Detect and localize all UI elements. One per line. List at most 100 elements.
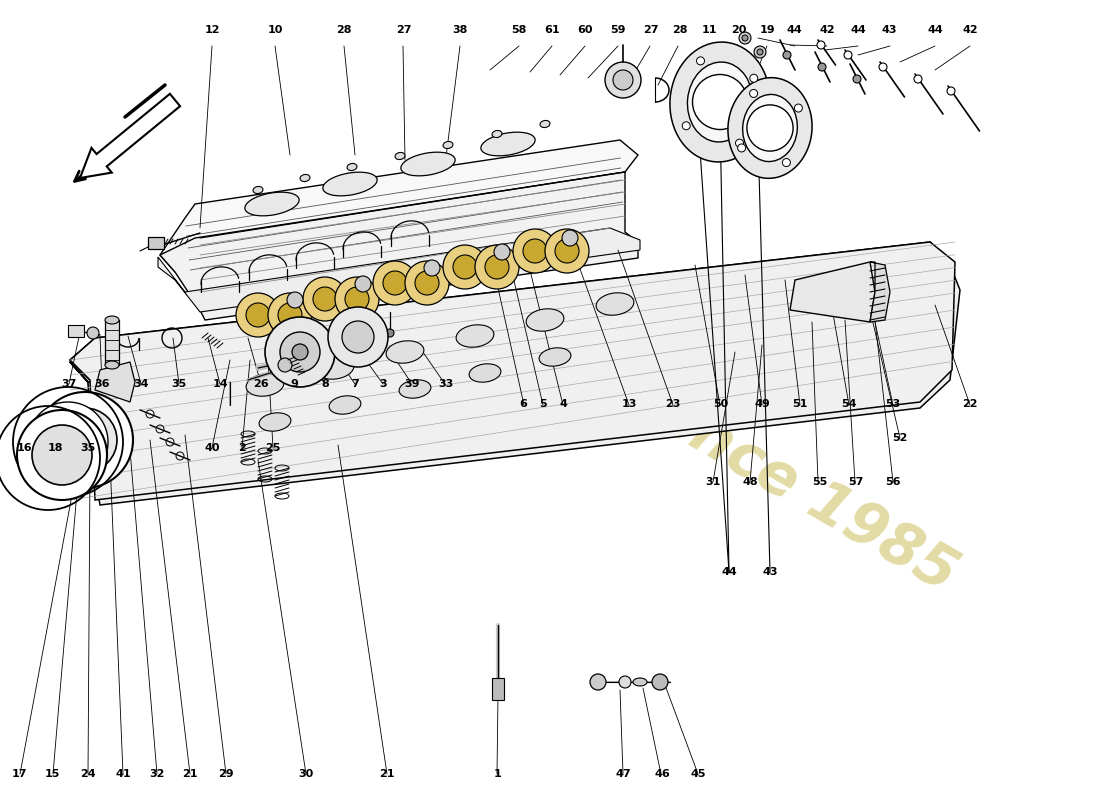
Text: 35: 35 bbox=[80, 443, 96, 453]
Circle shape bbox=[757, 49, 763, 55]
Circle shape bbox=[386, 329, 394, 337]
Text: 40: 40 bbox=[205, 443, 220, 453]
Ellipse shape bbox=[316, 357, 354, 379]
Text: 21: 21 bbox=[183, 769, 198, 778]
Text: 18: 18 bbox=[47, 443, 63, 453]
Circle shape bbox=[424, 260, 440, 276]
Circle shape bbox=[373, 261, 417, 305]
Circle shape bbox=[287, 292, 303, 308]
Circle shape bbox=[53, 408, 117, 472]
Text: 44: 44 bbox=[927, 25, 943, 34]
Circle shape bbox=[783, 51, 791, 59]
Circle shape bbox=[494, 244, 510, 260]
Text: 49: 49 bbox=[755, 399, 770, 409]
Text: 17: 17 bbox=[12, 769, 28, 778]
Circle shape bbox=[280, 332, 320, 372]
Ellipse shape bbox=[742, 94, 797, 162]
Ellipse shape bbox=[456, 325, 494, 347]
Ellipse shape bbox=[688, 62, 752, 142]
Circle shape bbox=[852, 75, 861, 83]
Text: 47: 47 bbox=[616, 769, 631, 778]
Text: 6: 6 bbox=[519, 399, 528, 409]
Polygon shape bbox=[70, 265, 950, 430]
Polygon shape bbox=[160, 140, 638, 272]
Text: 26: 26 bbox=[253, 379, 268, 389]
Ellipse shape bbox=[632, 678, 647, 686]
Text: 4: 4 bbox=[559, 399, 568, 409]
Text: 29: 29 bbox=[218, 769, 233, 778]
Ellipse shape bbox=[596, 293, 634, 315]
Circle shape bbox=[782, 158, 791, 166]
Circle shape bbox=[562, 230, 578, 246]
Ellipse shape bbox=[104, 361, 119, 369]
Text: 31: 31 bbox=[705, 477, 720, 486]
Text: since 1985: since 1985 bbox=[632, 377, 967, 603]
Polygon shape bbox=[158, 228, 640, 312]
Circle shape bbox=[278, 303, 303, 327]
Circle shape bbox=[522, 239, 547, 263]
Circle shape bbox=[696, 57, 704, 65]
Text: 48: 48 bbox=[742, 477, 758, 486]
Text: 43: 43 bbox=[762, 567, 778, 577]
Circle shape bbox=[405, 261, 449, 305]
Circle shape bbox=[513, 229, 557, 273]
Circle shape bbox=[914, 75, 922, 83]
Circle shape bbox=[742, 35, 748, 41]
Ellipse shape bbox=[540, 121, 550, 127]
Ellipse shape bbox=[246, 374, 284, 396]
Circle shape bbox=[314, 287, 337, 311]
Text: 2: 2 bbox=[238, 443, 246, 453]
Text: 54: 54 bbox=[842, 399, 857, 409]
Circle shape bbox=[749, 90, 758, 98]
Circle shape bbox=[738, 144, 746, 152]
Circle shape bbox=[328, 307, 388, 367]
Text: 30: 30 bbox=[298, 769, 314, 778]
Text: 10: 10 bbox=[267, 25, 283, 34]
Text: 61: 61 bbox=[544, 25, 560, 34]
Text: 44: 44 bbox=[786, 25, 802, 34]
Text: 16: 16 bbox=[16, 443, 32, 453]
Text: 53: 53 bbox=[886, 399, 901, 409]
Text: 32: 32 bbox=[150, 769, 165, 778]
Text: 56: 56 bbox=[886, 477, 901, 486]
Text: 19: 19 bbox=[760, 25, 775, 34]
Text: 8: 8 bbox=[321, 379, 330, 389]
Text: 27: 27 bbox=[396, 25, 411, 34]
Text: 55: 55 bbox=[812, 477, 827, 486]
Circle shape bbox=[693, 74, 748, 130]
Ellipse shape bbox=[481, 132, 535, 156]
Bar bbox=[104, 320, 119, 365]
Text: 44: 44 bbox=[722, 567, 737, 577]
Bar bbox=[68, 325, 84, 337]
Text: 5: 5 bbox=[540, 399, 547, 409]
Bar bbox=[148, 237, 164, 249]
Circle shape bbox=[236, 293, 280, 337]
Text: 57: 57 bbox=[848, 477, 864, 486]
Ellipse shape bbox=[346, 163, 358, 170]
Ellipse shape bbox=[260, 413, 290, 431]
Circle shape bbox=[268, 293, 312, 337]
Text: 58: 58 bbox=[512, 25, 527, 34]
Text: 22: 22 bbox=[962, 399, 978, 409]
Circle shape bbox=[475, 245, 519, 289]
Text: 59: 59 bbox=[610, 25, 626, 34]
Ellipse shape bbox=[329, 396, 361, 414]
Ellipse shape bbox=[300, 174, 310, 182]
Ellipse shape bbox=[104, 316, 119, 324]
Text: 25: 25 bbox=[265, 443, 280, 453]
Circle shape bbox=[28, 402, 108, 482]
Circle shape bbox=[544, 229, 588, 273]
Text: 45: 45 bbox=[691, 769, 706, 778]
Text: 28: 28 bbox=[337, 25, 352, 34]
Circle shape bbox=[605, 62, 641, 98]
Text: 37: 37 bbox=[62, 379, 77, 389]
Circle shape bbox=[302, 277, 346, 321]
Polygon shape bbox=[70, 245, 950, 382]
Circle shape bbox=[682, 122, 690, 130]
Polygon shape bbox=[95, 362, 135, 402]
Circle shape bbox=[246, 303, 270, 327]
Ellipse shape bbox=[492, 130, 502, 138]
Circle shape bbox=[37, 392, 133, 488]
Circle shape bbox=[32, 425, 92, 485]
Text: 20: 20 bbox=[732, 25, 747, 34]
